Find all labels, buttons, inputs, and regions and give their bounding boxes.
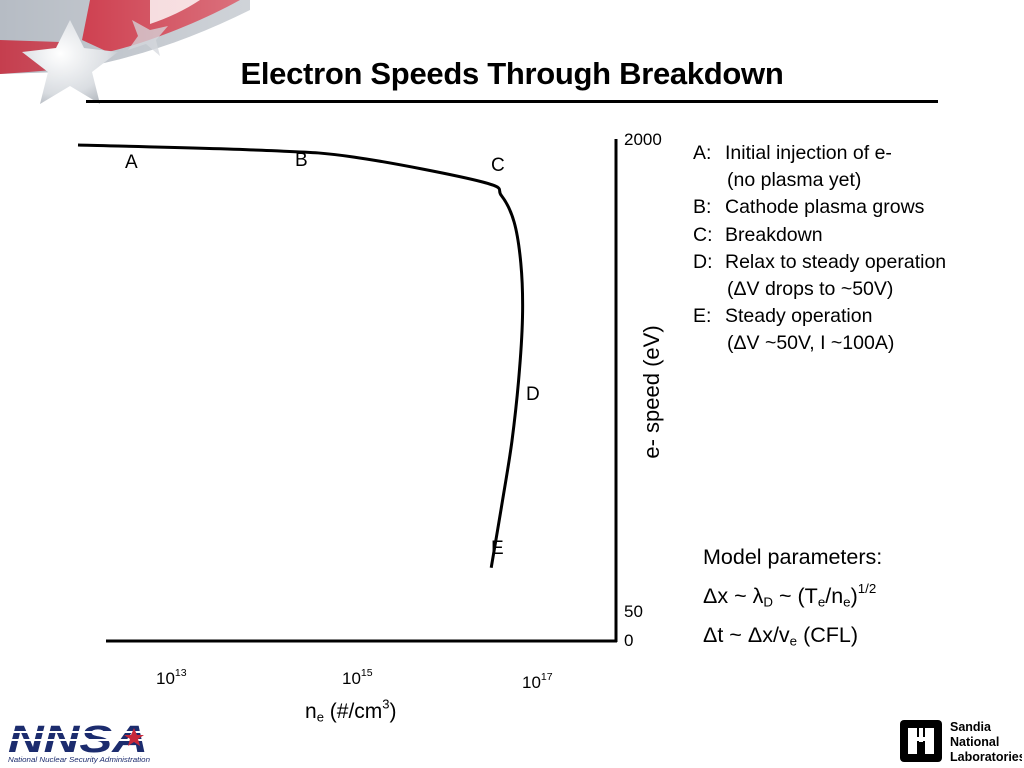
legend-entry-a: A: Initial injection of e- [693, 142, 892, 164]
svg-text:National: National [950, 735, 999, 749]
legend-entry-e: E: Steady operation [693, 305, 873, 328]
stage-legend: A: Initial injection of e- (no plasma yet… [693, 140, 946, 358]
x-tick-label-1e15: 1015 [342, 667, 373, 688]
point-label-d: D [526, 384, 540, 405]
legend-entry-d-detail: (ΔV drops to ~50V) [727, 278, 894, 301]
svg-text:National Nuclear Security Admi: National Nuclear Security Administration [8, 757, 150, 764]
legend-entry-a-detail: (no plasma yet) [727, 169, 862, 192]
series-line [77, 143, 525, 569]
point-label-c: C [491, 155, 505, 176]
y-tick-label-0: 0 [624, 631, 634, 650]
y-tick-label-2000: 2000 [624, 130, 662, 149]
legend-entry-b: B: Cathode plasma grows [693, 196, 925, 219]
point-label-b: B [295, 150, 308, 171]
legend-entry-e-detail: (ΔV ~50V, I ~100A) [727, 332, 895, 355]
flag-star-banner [0, 0, 250, 130]
sandia-logo: Sandia National Laboratories [900, 720, 1022, 764]
y-axis-label: e- speed (eV) [639, 325, 664, 459]
model-dx-formula: Δx ~ λD ~ (Te/ne)1/2 [703, 581, 877, 610]
svg-text:Laboratories: Laboratories [950, 750, 1022, 764]
nnsa-star-icon [124, 728, 144, 746]
title-divider [86, 100, 938, 103]
nnsa-logo: NNSA National Nuclear Security Administr… [8, 719, 150, 764]
model-heading: Model parameters: [703, 545, 883, 569]
x-axis-label: ne (#/cm3) [305, 696, 397, 725]
y-tick-label-50: 50 [624, 602, 643, 621]
model-dt-formula: Δt ~ Δx/ve (CFL) [703, 623, 859, 649]
model-parameters: Model parameters: Δx ~ λD ~ (Te/ne)1/2 Δ… [703, 538, 882, 655]
point-label-a: A [125, 152, 138, 173]
x-tick-label-1e17: 1017 [522, 671, 553, 692]
slide-title: Electron Speeds Through Breakdown [240, 56, 784, 91]
legend-entry-d: D: Relax to steady operation [693, 250, 947, 273]
svg-text:Sandia: Sandia [950, 720, 992, 734]
x-tick-label-1e13: 1013 [156, 667, 187, 688]
legend-entry-c: C: Breakdown [693, 223, 823, 246]
point-label-e: E [491, 538, 504, 559]
